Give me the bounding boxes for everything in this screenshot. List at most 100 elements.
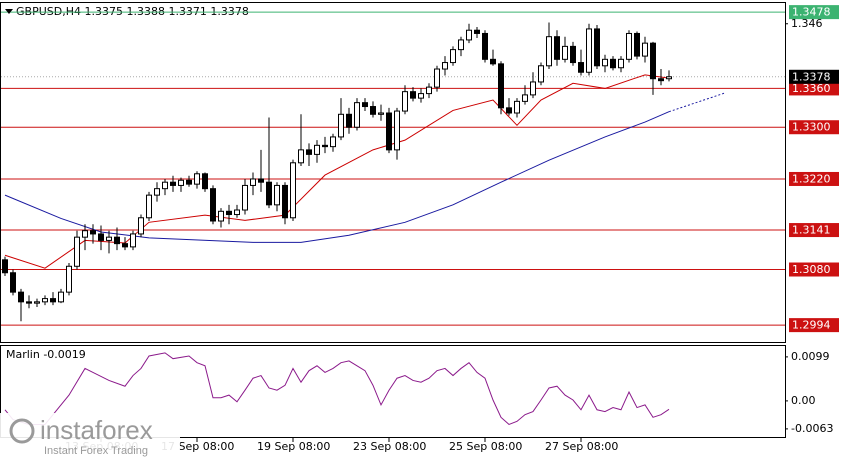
candle-body	[338, 113, 344, 138]
plot-area: GBPUSD,H4 1.3375 1.3388 1.3371 1.3378 Mar…	[1, 5, 785, 453]
candle-body	[602, 58, 608, 67]
level-label: 1.2994	[792, 319, 831, 332]
last-price-label: 1.3378	[792, 70, 831, 83]
candle-body	[474, 29, 480, 34]
candle-body	[18, 291, 24, 303]
y-tick-label: -0.0063	[791, 422, 833, 435]
series-line	[668, 92, 726, 113]
candle-body	[42, 298, 48, 303]
candle-body	[626, 32, 632, 60]
candle-body	[482, 32, 488, 60]
y-tick-label: 0.0099	[791, 350, 830, 363]
candle-body	[194, 173, 200, 185]
x-tick-label: 25 Sep 08:00	[449, 440, 522, 453]
watermark-tagline: Instant Forex Trading	[44, 445, 148, 457]
candle-body	[554, 36, 560, 60]
candle-body	[634, 32, 640, 57]
level-label: 1.3478	[792, 6, 831, 19]
candle-body	[562, 45, 568, 60]
candle-body	[26, 301, 32, 304]
level-label-box	[789, 318, 839, 333]
candle-body	[282, 184, 288, 219]
candle-body	[666, 76, 672, 80]
candle-body	[90, 230, 96, 235]
candle-body	[426, 86, 432, 95]
candle-body	[122, 243, 128, 248]
candle-body	[442, 62, 448, 70]
candle-body	[378, 112, 384, 115]
last-price-box	[789, 69, 839, 84]
level-label: 1.3080	[792, 263, 831, 276]
candle-body	[386, 112, 392, 151]
candle-body	[226, 210, 232, 216]
candle-body	[330, 136, 336, 148]
candle-body	[74, 236, 80, 267]
candle-body	[50, 298, 56, 303]
candle-body	[546, 36, 552, 67]
candle-body	[658, 78, 664, 82]
candle-body	[410, 91, 416, 99]
candle-body	[514, 100, 520, 114]
candle-body	[506, 107, 512, 114]
candle-body	[58, 291, 64, 303]
candle-body	[162, 181, 168, 190]
level-label-box	[789, 171, 839, 186]
level-label: 1.3360	[792, 82, 831, 95]
level-label-box	[789, 81, 839, 96]
candle-body	[354, 102, 360, 128]
candle-body	[450, 49, 456, 64]
candle-body	[2, 259, 8, 274]
candle-body	[466, 29, 472, 41]
candle-body	[170, 181, 176, 186]
candle-body	[202, 173, 208, 190]
candle-body	[594, 28, 600, 67]
title-marker	[5, 9, 13, 14]
level-label: 1.3220	[792, 172, 831, 185]
level-label-box	[789, 223, 839, 238]
candle-body	[290, 162, 296, 219]
candle-body	[98, 233, 104, 241]
candle-body	[490, 58, 496, 65]
candle-body	[434, 68, 440, 88]
candle-body	[138, 217, 144, 235]
y-tick-label: 0.00	[791, 394, 816, 407]
candle-body	[234, 209, 240, 216]
candle-body	[298, 149, 304, 164]
price-pane-frame	[0, 2, 786, 343]
candle-body	[498, 63, 504, 109]
candle-body	[178, 179, 184, 186]
candle-body	[274, 184, 280, 206]
series-line	[4, 352, 670, 426]
watermark-icon	[9, 418, 35, 444]
x-tick-label: 27 Sep 08:00	[545, 440, 618, 453]
watermark-background	[0, 413, 180, 459]
level-label-box	[789, 5, 839, 20]
candle-body	[10, 272, 16, 293]
pane-title: Marlin -0.0019	[6, 348, 86, 361]
candle-body	[394, 110, 400, 151]
candle-body	[618, 58, 624, 69]
x-tick-label: 19 Sep 08:00	[257, 440, 330, 453]
candle-body	[642, 42, 648, 57]
candle-body	[346, 113, 352, 128]
candle-body	[82, 230, 88, 238]
level-label: 1.3141	[792, 224, 831, 237]
x-tick-label: 23 Sep 08:00	[353, 440, 426, 453]
candle-body	[250, 178, 256, 186]
candle-body	[186, 179, 192, 185]
candle-body	[114, 236, 120, 245]
candle-body	[146, 194, 152, 219]
candle-body	[402, 91, 408, 112]
watermark: instaforex Instant Forex Trading	[0, 413, 180, 459]
candle-body	[322, 144, 328, 148]
watermark-brand: instaforex	[40, 415, 153, 445]
candle-body	[578, 62, 584, 73]
level-label: 1.3300	[792, 121, 831, 134]
candle-body	[306, 149, 312, 155]
candle-body	[218, 210, 224, 222]
candle-body	[418, 93, 424, 99]
candle-body	[266, 181, 272, 206]
candle-body	[66, 265, 72, 293]
indicator-pane-frame	[0, 345, 786, 438]
